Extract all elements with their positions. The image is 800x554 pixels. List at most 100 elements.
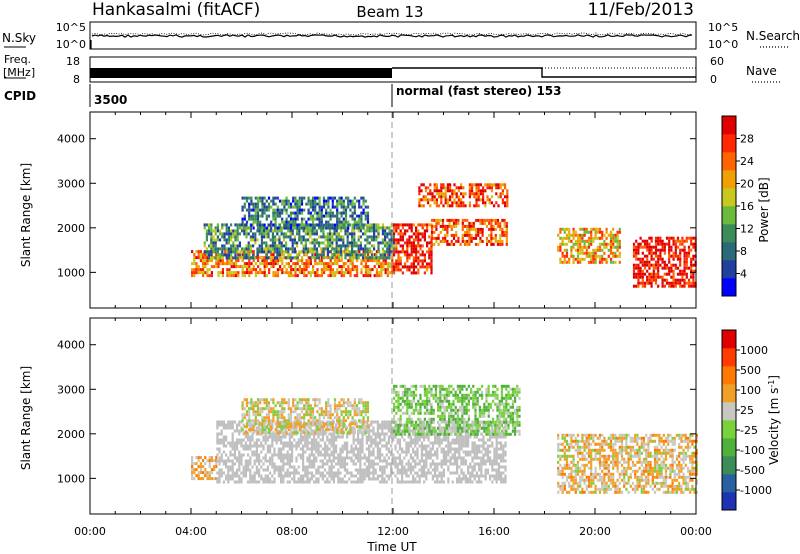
scatter-cell (408, 223, 411, 227)
scatter-cell (394, 435, 397, 439)
scatter-cell (296, 232, 299, 236)
scatter-cell (231, 438, 234, 442)
scatter-cell (274, 220, 277, 224)
scatter-cell (473, 453, 476, 457)
scatter-cell (230, 274, 233, 278)
scatter-cell (609, 257, 613, 261)
scatter-cell (318, 223, 321, 227)
scatter-cell (208, 223, 211, 227)
scatter-cell (274, 247, 277, 251)
scatter-cell (380, 274, 383, 278)
scatter-cell (249, 250, 252, 254)
scatter-cell (440, 189, 443, 193)
scatter-cell (652, 269, 655, 273)
scatter-cell (473, 462, 476, 466)
scatter-cell (430, 218, 434, 222)
scatter-cell (661, 284, 664, 288)
scatter-cell (379, 241, 382, 245)
scatter-cell (643, 284, 647, 288)
scatter-cell (374, 441, 377, 445)
scatter-cell (495, 453, 498, 457)
scatter-cell (263, 256, 266, 260)
scatter-cell (480, 474, 483, 478)
scatter-cell (379, 226, 382, 230)
scatter-cell (412, 477, 415, 481)
scatter-cell (493, 435, 496, 439)
scatter-cell (447, 447, 450, 451)
scatter-cell (464, 204, 467, 208)
scatter-cell (265, 407, 268, 411)
scatter-cell (343, 459, 346, 463)
scatter-cell (479, 221, 482, 225)
scatter-cell (329, 244, 332, 248)
scatter-cell (458, 420, 461, 424)
scatter-cell (475, 192, 478, 196)
scatter-cell (282, 444, 285, 448)
scatter-cell (276, 211, 279, 215)
scatter-cell (657, 269, 660, 273)
scatter-cell (193, 471, 196, 475)
scatter-cell (261, 223, 264, 227)
scatter-cell (299, 447, 302, 451)
scatter-cell (253, 477, 256, 481)
scatter-cell (358, 214, 361, 218)
scatter-cell (256, 208, 260, 212)
scatter-cell (480, 471, 483, 475)
scatter-cell (500, 459, 503, 463)
scatter-cell (568, 227, 571, 231)
scatter-cell (362, 211, 365, 215)
scatter-cell (397, 223, 400, 227)
scatter-cell (445, 438, 448, 442)
scatter-cell (603, 257, 606, 261)
scatter-cell (302, 250, 305, 254)
scatter-cell (320, 274, 323, 278)
scatter-cell (267, 431, 271, 435)
scatter-cell (256, 247, 259, 251)
scatter-cell (205, 235, 208, 239)
scatter-cell (416, 450, 419, 454)
scatter-cell (468, 230, 471, 234)
scatter-cell (273, 438, 276, 442)
scatter-cell (374, 471, 377, 475)
scatter-cell (674, 245, 677, 249)
scatter-cell (612, 239, 615, 243)
scatter-cell (374, 435, 377, 439)
scatter-cell (344, 244, 347, 248)
scatter-cell (646, 254, 649, 258)
scatter-cell (458, 447, 461, 451)
scatter-cell (259, 407, 262, 411)
scatter-cell (245, 253, 248, 257)
scatter-cell (302, 465, 305, 469)
scatter-cell (490, 189, 493, 193)
scatter-cell (412, 265, 415, 269)
scatter-cell (342, 211, 345, 215)
scatter-cell (458, 453, 461, 457)
scatter-cell (285, 419, 288, 423)
scatter-cell (354, 456, 357, 460)
scatter-cell (276, 214, 279, 218)
scatter-cell (250, 419, 253, 423)
scatter-cell (321, 462, 324, 466)
scatter-cell (231, 435, 234, 439)
scatter-cell (338, 196, 341, 200)
scatter-cell (486, 447, 489, 451)
scatter-cell (494, 227, 497, 231)
scatter-cell (485, 218, 489, 222)
scatter-cell (500, 453, 503, 457)
scatter-cell (442, 462, 445, 466)
scatter-cell (225, 247, 228, 251)
scatter-cell (258, 474, 261, 478)
scatter-cell (420, 447, 423, 451)
scatter-cell (654, 245, 658, 249)
velocity-cells (191, 384, 698, 494)
scatter-cell (255, 447, 258, 451)
scatter-cell (404, 229, 407, 233)
scatter-cell (350, 474, 353, 478)
scatter-cell (296, 416, 299, 420)
scatter-cell (389, 262, 392, 266)
scatter-cell (618, 239, 621, 243)
scatter-cell (227, 426, 230, 430)
scatter-cell (598, 248, 602, 252)
scatter-cell (295, 456, 298, 460)
scatter-cell (227, 465, 230, 469)
